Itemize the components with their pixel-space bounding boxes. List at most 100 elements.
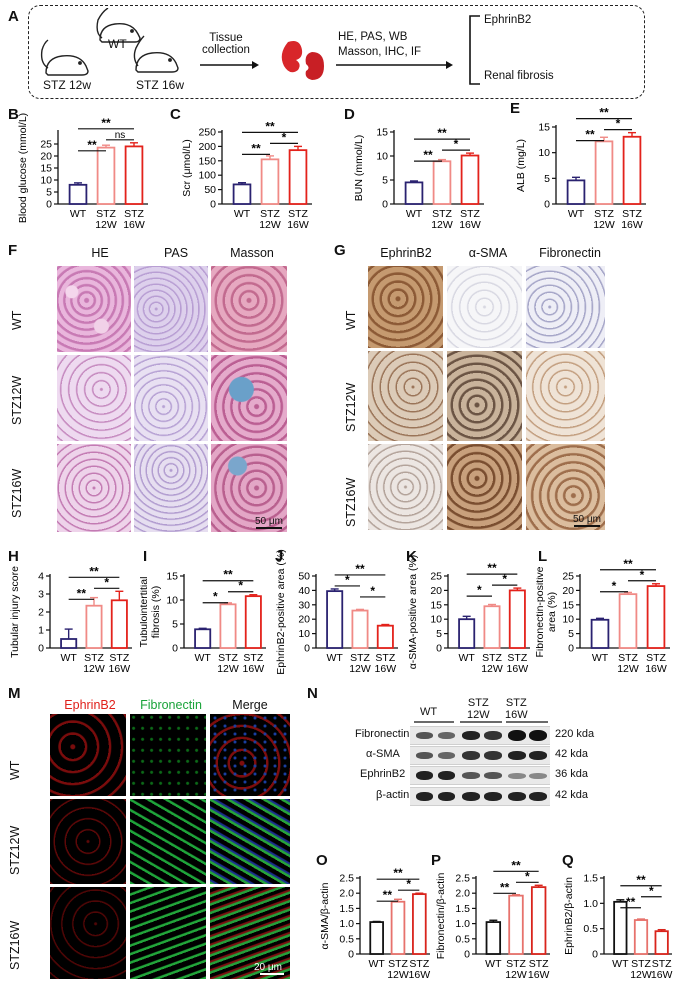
bar [390, 900, 406, 955]
y-tick-label: 15 [166, 571, 178, 583]
bar [369, 921, 384, 955]
if-tile [210, 799, 290, 884]
y-tick-label: 1.5 [455, 903, 470, 915]
blot-size: 42 kda [555, 789, 589, 801]
row-head-stz16w: STZ16W [344, 477, 358, 527]
y-tick-label: 10 [298, 628, 310, 640]
significance-label: ** [383, 888, 393, 902]
histology-tile [211, 355, 287, 441]
y-tick-label: 0 [568, 643, 574, 655]
x-tick-label: STZ 12W [83, 652, 105, 675]
y-tick-label: 0 [464, 949, 470, 961]
y-axis-label: α-SMA/β-actin [319, 882, 331, 949]
if-tile [50, 714, 126, 796]
y-tick-label: 25 [430, 571, 442, 583]
scale-bar [260, 973, 284, 975]
significance-label: ns [115, 130, 126, 141]
significance-label: ** [423, 148, 433, 162]
bar [508, 589, 526, 649]
histology-tile [57, 355, 131, 441]
significance-label: ** [623, 557, 633, 571]
significance-label: ** [89, 564, 99, 578]
y-axis-label: α-SMA-positive area (%) [407, 555, 419, 670]
bar [96, 146, 116, 205]
blot-strip-asma [410, 746, 550, 765]
chart-l: Fibronectin-positivearea (%) 0 5 10 15 20 25 WT… [536, 557, 670, 675]
significance-label: ** [265, 119, 275, 133]
x-tick-label: STZ 12W [387, 958, 409, 981]
y-tick-label: 1.0 [583, 898, 598, 910]
significance-label: ** [487, 561, 497, 575]
x-tick-label: STZ 12W [217, 652, 239, 675]
y-tick-label: 0.5 [339, 933, 354, 945]
significance-label: * [454, 137, 459, 151]
blot-band [529, 751, 547, 760]
y-tick-label: 20 [298, 614, 310, 626]
x-tick-label: WT [70, 208, 87, 220]
row-head-wt: WT [344, 310, 358, 330]
x-tick-label: STZ 12W [593, 208, 615, 231]
bar [432, 160, 452, 205]
row-head-stz12w: STZ12W [8, 825, 22, 875]
x-tick-label: WT [369, 958, 386, 970]
ihc-tile [368, 351, 443, 441]
x-tick-label: STZ 16W [651, 958, 673, 981]
significance-label: ** [251, 141, 261, 155]
x-tick-label: STZ 16W [287, 208, 309, 231]
row-head-stz12w: STZ12W [344, 382, 358, 432]
y-tick-label: 0 [436, 643, 442, 655]
y-tick-label: 0 [592, 949, 598, 961]
x-tick-label: STZ 16W [123, 208, 145, 231]
bar [485, 921, 502, 955]
x-tick-label: WT [195, 652, 212, 664]
panel-label-c: C [170, 106, 181, 123]
y-tick-label: 1.5 [339, 903, 354, 915]
bar [232, 183, 252, 205]
bar [590, 618, 610, 649]
significance-label: ** [626, 895, 636, 909]
significance-label: ** [87, 138, 97, 152]
ihc-tile [368, 266, 443, 348]
y-axis-label: Tubulointertitialfibrosis (%) [140, 577, 162, 648]
blot-band [438, 732, 455, 739]
y-tick-label: 0 [210, 199, 216, 211]
y-tick-label: 1.5 [583, 873, 598, 885]
y-tick-label: 10 [562, 614, 574, 626]
methods-label: HE, PAS, WB Masson, IHC, IF [338, 31, 422, 58]
scale-bar [256, 527, 282, 529]
x-tick-label: STZ 16W [459, 208, 481, 231]
significance-label: ** [500, 880, 510, 894]
bar [508, 894, 524, 955]
arrow-icon [336, 61, 453, 69]
y-tick-label: 0 [304, 643, 310, 655]
row-head-wt: WT [10, 310, 24, 330]
y-tick-label: 0 [46, 199, 52, 211]
x-tick-label: STZ 16W [109, 652, 131, 675]
x-tick-label: WT [61, 652, 78, 664]
row-head-wt: WT [8, 760, 22, 780]
y-tick-label: 50 [204, 184, 216, 196]
blot-group-stz12w: STZ 12W [467, 697, 490, 721]
bar [219, 603, 237, 649]
bar [646, 585, 666, 649]
y-axis-label: EphrinB2-positive area (%) [275, 549, 287, 674]
significance-label: * [345, 573, 350, 587]
if-tile [130, 714, 206, 796]
y-tick-label: 5 [172, 619, 178, 631]
y-tick-label: 0 [382, 199, 388, 211]
arrow-label-tissue: Tissue collection [202, 32, 250, 56]
mouse-label-stz16: STZ 16w [136, 78, 185, 92]
scale-bar-label: 50 μm [255, 516, 283, 527]
bar [622, 135, 642, 205]
chart-j: EphrinB2-positive area (%) 0 10 20 30 40 50 WT S… [275, 549, 398, 675]
bar [376, 624, 394, 649]
x-tick-label: WT [568, 208, 585, 220]
blot-band [508, 792, 526, 801]
x-tick-label: STZ 12W [95, 208, 117, 231]
bar [530, 886, 547, 955]
significance-label: * [649, 884, 654, 898]
y-tick-label: 5 [544, 173, 550, 185]
x-tick-label: WT [592, 652, 609, 664]
